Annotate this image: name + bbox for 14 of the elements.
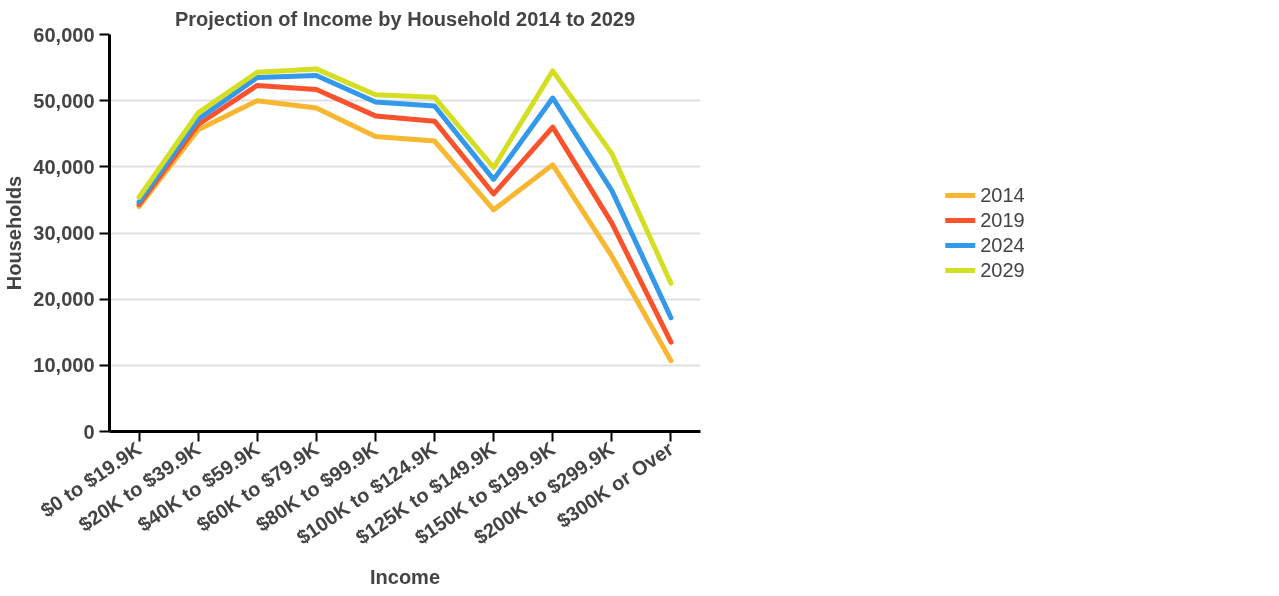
y-tick-label: 50,000 bbox=[33, 89, 95, 112]
legend-label: 2024 bbox=[980, 233, 1025, 257]
legend-label: 2014 bbox=[980, 183, 1025, 207]
x-axis-title: Income bbox=[369, 565, 441, 588]
y-tick-label: 30,000 bbox=[33, 222, 95, 244]
legend-label: 2019 bbox=[980, 208, 1025, 232]
y-axis-title: Households bbox=[3, 175, 26, 291]
y-tick-label: 60,000 bbox=[33, 23, 95, 46]
y-tick-label: 40,000 bbox=[33, 155, 95, 178]
chart-title: Projection of Income by Household 2014 to 2029 bbox=[174, 7, 636, 30]
y-tick-label: 20,000 bbox=[33, 288, 95, 311]
legend-label: 2029 bbox=[980, 258, 1025, 282]
y-tick-label: 10,000 bbox=[33, 354, 95, 377]
y-tick-label: 0 bbox=[83, 420, 95, 443]
